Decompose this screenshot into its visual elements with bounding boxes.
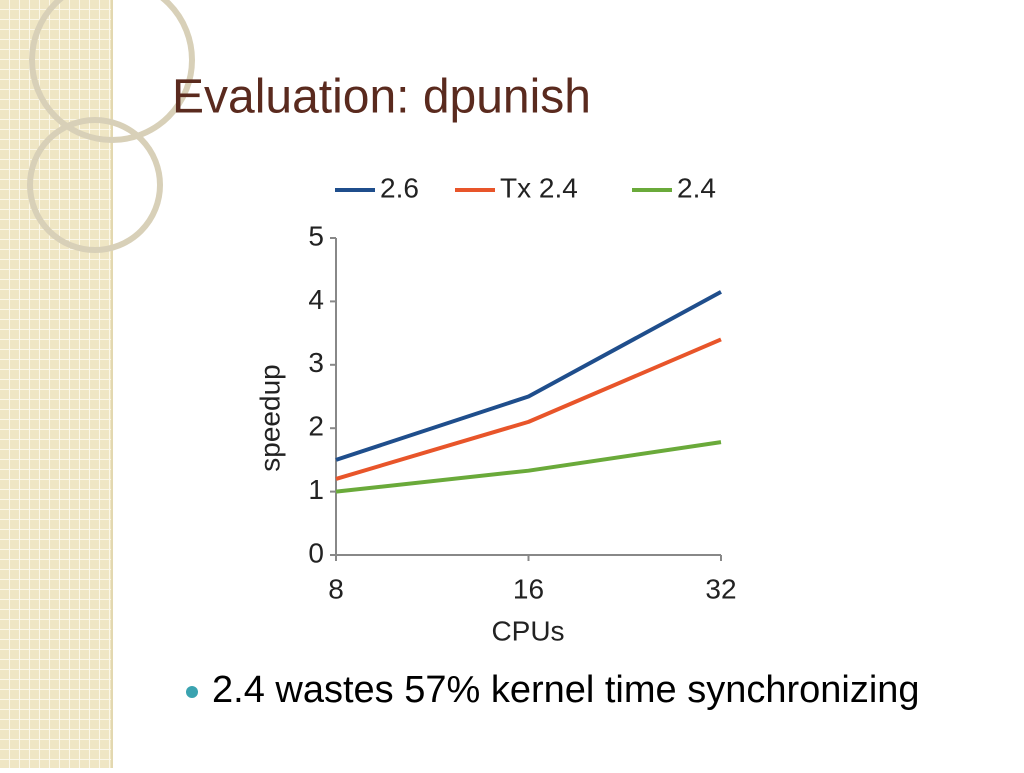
chart: CPUs speedup 0 1 2 3 4 5 8 16 32 2.6 Tx 2.4 2.4 bbox=[254, 172, 736, 646]
y-tick-label: 3 bbox=[308, 347, 324, 378]
bullet-text: 2.4 wastes 57% kernel time synchronizing bbox=[212, 669, 920, 711]
y-axis-label: speedup bbox=[254, 364, 285, 471]
y-tick-label: 1 bbox=[308, 474, 324, 505]
y-tick-label: 5 bbox=[308, 220, 324, 251]
y-tick-label: 0 bbox=[308, 537, 324, 568]
decor-circle bbox=[27, 117, 163, 253]
x-axis-label: CPUs bbox=[491, 615, 564, 646]
y-tick-label: 2 bbox=[308, 411, 324, 442]
legend-label: 2.4 bbox=[677, 172, 716, 203]
x-tick-label: 8 bbox=[328, 573, 344, 604]
side-strip bbox=[0, 0, 112, 768]
legend-label: Tx 2.4 bbox=[500, 172, 578, 203]
bullet-dot bbox=[186, 686, 198, 698]
series-line bbox=[335, 337, 722, 481]
series-line bbox=[335, 290, 722, 462]
decor-circle bbox=[29, 0, 195, 143]
x-tick-label: 16 bbox=[513, 573, 544, 604]
x-tick-label: 32 bbox=[705, 573, 736, 604]
legend-label: 2.6 bbox=[380, 172, 419, 203]
y-tick-label: 4 bbox=[308, 284, 324, 315]
series-line bbox=[335, 440, 722, 494]
slide-title: Evaluation: dpunish bbox=[172, 71, 591, 124]
